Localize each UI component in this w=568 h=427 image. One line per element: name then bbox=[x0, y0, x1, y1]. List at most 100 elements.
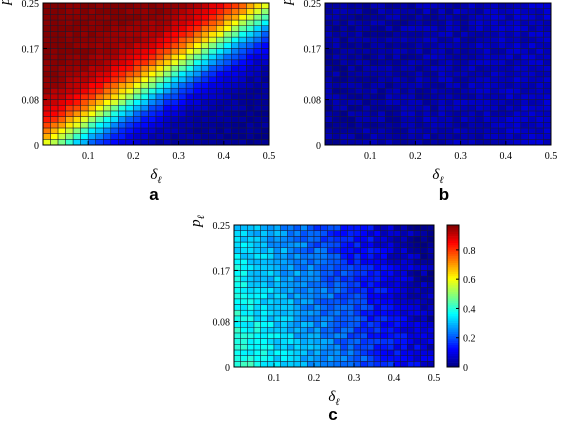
heatmap-cell bbox=[280, 253, 288, 260]
heatmap-cell bbox=[208, 93, 217, 100]
heatmap-cell bbox=[253, 281, 261, 288]
heatmap-cell bbox=[407, 2, 416, 9]
heatmap-cell bbox=[422, 53, 431, 61]
heatmap-cell bbox=[498, 110, 507, 117]
heatmap-cell bbox=[65, 133, 74, 140]
colorbar-segment bbox=[447, 244, 459, 248]
heatmap-cell bbox=[340, 224, 348, 231]
heatmap-cell bbox=[385, 139, 394, 146]
heatmap-cell bbox=[133, 133, 142, 140]
heatmap-cell bbox=[193, 82, 202, 89]
heatmap-cell bbox=[133, 76, 142, 83]
heatmap-cell bbox=[407, 19, 416, 26]
heatmap-cell bbox=[178, 48, 187, 55]
heatmap-cell bbox=[253, 355, 261, 362]
heatmap-cell bbox=[427, 287, 435, 294]
heatmap-cell bbox=[387, 344, 395, 351]
heatmap-cell bbox=[253, 230, 261, 237]
heatmap-cell bbox=[413, 281, 421, 288]
heatmap-cell bbox=[185, 99, 194, 106]
heatmap-cell bbox=[430, 36, 439, 44]
heatmap-cell bbox=[360, 298, 368, 305]
heatmap-cell bbox=[267, 253, 275, 260]
heatmap-cell bbox=[261, 65, 270, 72]
heatmap-cell bbox=[208, 59, 217, 66]
heatmap-cell bbox=[427, 332, 435, 339]
heatmap-cell bbox=[287, 281, 295, 288]
colorbar-segment bbox=[447, 342, 459, 346]
heatmap-cell bbox=[253, 19, 262, 26]
heatmap-cell bbox=[332, 122, 341, 129]
heatmap-cell bbox=[475, 116, 484, 123]
heatmap-cell bbox=[535, 59, 544, 66]
heatmap-cell bbox=[110, 99, 119, 106]
heatmap-cell bbox=[367, 281, 375, 288]
heatmap-cell bbox=[125, 48, 134, 55]
heatmap-cell bbox=[367, 344, 375, 351]
heatmap-cell bbox=[354, 127, 363, 134]
heatmap-cell bbox=[347, 127, 356, 134]
heatmap-cell bbox=[125, 139, 134, 146]
heatmap-cell bbox=[170, 133, 179, 140]
heatmap-cell bbox=[240, 270, 248, 277]
heatmap-cell bbox=[520, 133, 529, 140]
heatmap-cell bbox=[353, 287, 361, 294]
heatmap-cell bbox=[280, 355, 288, 362]
heatmap-cell bbox=[367, 332, 375, 339]
heatmap-cell bbox=[505, 8, 514, 15]
heatmap-cell bbox=[520, 139, 529, 146]
heatmap-cell bbox=[110, 127, 119, 134]
heatmap-cell bbox=[427, 349, 435, 356]
heatmap-cell bbox=[320, 338, 328, 345]
heatmap-cell bbox=[65, 99, 74, 106]
heatmap-cell bbox=[193, 48, 202, 55]
heatmap-cell bbox=[80, 82, 89, 89]
heatmap-cell bbox=[535, 87, 544, 95]
heatmap-cell bbox=[369, 65, 378, 72]
heatmap-cell bbox=[490, 133, 499, 140]
heatmap-cell bbox=[253, 8, 262, 15]
heatmap-cell bbox=[380, 247, 388, 254]
colorbar-segment bbox=[447, 362, 459, 366]
heatmap-cell bbox=[307, 332, 315, 339]
heatmap-cell bbox=[246, 59, 255, 66]
heatmap-cell bbox=[313, 275, 321, 283]
heatmap-cell bbox=[185, 25, 194, 32]
heatmap-cell bbox=[354, 133, 363, 140]
heatmap-cell bbox=[327, 326, 335, 334]
heatmap-cell bbox=[475, 93, 484, 100]
heatmap-cell bbox=[110, 139, 119, 146]
heatmap-cell bbox=[420, 230, 428, 237]
heatmap-cell bbox=[140, 87, 149, 95]
heatmap-cell bbox=[400, 127, 409, 134]
heatmap-cell bbox=[332, 76, 341, 83]
heatmap-cell bbox=[95, 2, 104, 9]
x-tick-label: 0.2 bbox=[127, 151, 140, 162]
heatmap-cell bbox=[505, 19, 514, 26]
heatmap-cell bbox=[118, 133, 127, 140]
heatmap-cell bbox=[353, 338, 361, 345]
heatmap-cell bbox=[287, 355, 295, 362]
heatmap-cell bbox=[360, 236, 368, 243]
heatmap-cell bbox=[287, 298, 295, 305]
heatmap-cell bbox=[42, 14, 51, 21]
heatmap-cell bbox=[185, 122, 194, 129]
heatmap-cell bbox=[400, 59, 409, 66]
heatmap-cell bbox=[233, 247, 241, 254]
heatmap-cell bbox=[340, 258, 348, 266]
heatmap-cell bbox=[253, 253, 261, 260]
heatmap-cell bbox=[505, 139, 514, 146]
heatmap-cell bbox=[163, 139, 172, 146]
heatmap-cell bbox=[170, 139, 179, 146]
heatmap-cell bbox=[437, 116, 446, 123]
heatmap-cell bbox=[413, 287, 421, 294]
heatmap-cell bbox=[50, 87, 59, 95]
colorbar-segment bbox=[447, 353, 459, 357]
heatmap-cell bbox=[238, 139, 247, 146]
heatmap-cell bbox=[332, 133, 341, 140]
heatmap-cell bbox=[475, 82, 484, 89]
heatmap-cell bbox=[231, 139, 240, 146]
heatmap-cell bbox=[170, 76, 179, 83]
colorbar-segment bbox=[447, 318, 459, 321]
y-tick-label: 0.25 bbox=[213, 221, 231, 232]
